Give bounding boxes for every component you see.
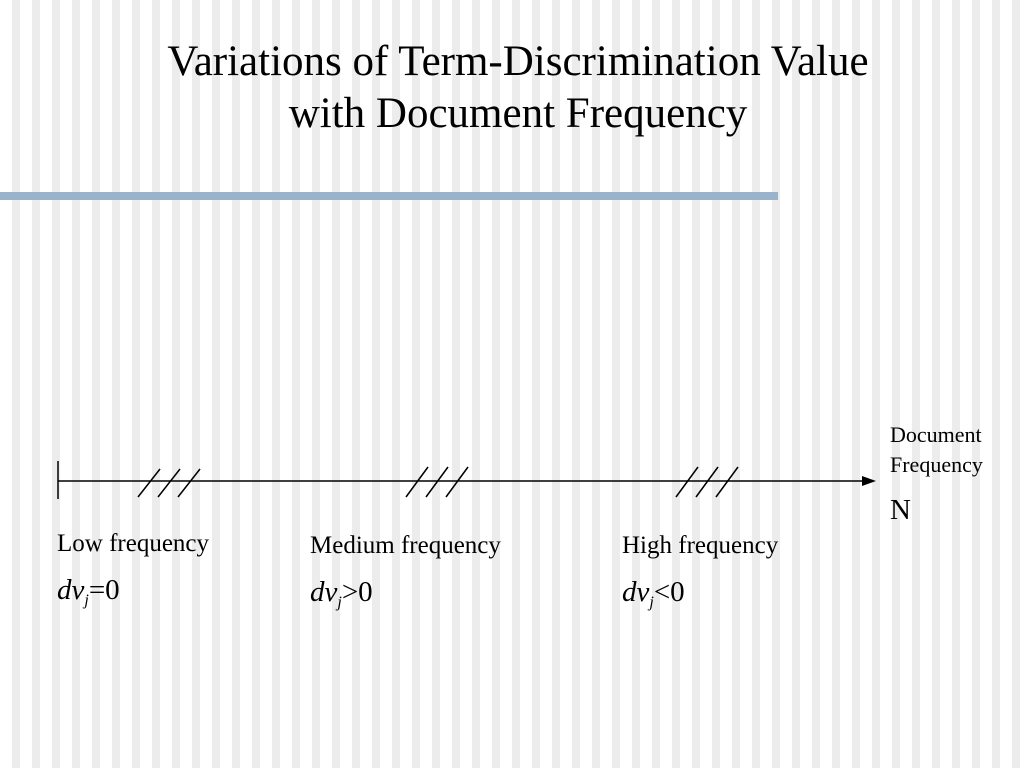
- axis-arrowhead: [862, 476, 876, 486]
- axis-label: Document Frequency: [890, 420, 983, 480]
- region-high-label: High frequency: [622, 532, 779, 559]
- break-marks-low: [137, 468, 201, 498]
- title-underline-rule: [0, 192, 778, 200]
- break-marks-high: [675, 466, 739, 498]
- region-low-frequency: Low frequency dvj=0: [57, 529, 210, 609]
- region-medium-var: dv: [310, 576, 338, 608]
- axis-label-line-1: Document: [890, 422, 982, 447]
- region-medium-subscript: j: [337, 594, 342, 611]
- region-medium-expression: dvj>0: [310, 575, 501, 611]
- region-high-subscript: j: [649, 594, 654, 611]
- slide-title-line-2: with Document Frequency: [288, 90, 748, 137]
- region-high-relation: <0: [653, 576, 685, 608]
- region-medium-relation: >0: [341, 576, 373, 608]
- axis-label-line-2: Frequency: [890, 452, 983, 477]
- region-low-relation: =0: [88, 574, 120, 606]
- axis-end-label: N: [890, 494, 911, 526]
- region-low-subscript: j: [84, 592, 89, 609]
- region-high-frequency: High frequency dvj<0: [622, 531, 779, 611]
- slide-title-line-1: Variations of Term-Discrimination Value: [167, 38, 869, 85]
- region-medium-label: Medium frequency: [310, 532, 501, 559]
- region-high-var: dv: [622, 576, 650, 608]
- region-low-label: Low frequency: [57, 530, 210, 557]
- region-low-var: dv: [57, 574, 85, 606]
- break-marks-medium: [405, 466, 469, 498]
- slide-title: Variations of Term-Discrimination Value …: [0, 36, 1024, 140]
- region-medium-frequency: Medium frequency dvj>0: [310, 531, 501, 611]
- region-high-expression: dvj<0: [622, 575, 778, 611]
- region-low-expression: dvj=0: [57, 573, 209, 609]
